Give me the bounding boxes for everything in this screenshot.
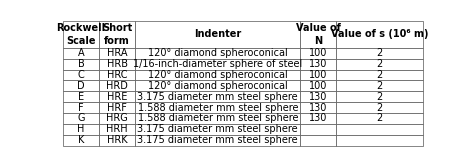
Text: H: H xyxy=(77,124,85,134)
Text: 100: 100 xyxy=(309,48,328,58)
Bar xyxy=(63,21,99,48)
Bar xyxy=(337,21,423,48)
Text: Rockwell
Scale: Rockwell Scale xyxy=(56,23,106,46)
Bar xyxy=(135,135,301,146)
Text: 2: 2 xyxy=(376,103,383,113)
Text: 2: 2 xyxy=(376,48,383,58)
Bar xyxy=(301,80,337,91)
Text: HRD: HRD xyxy=(106,81,128,91)
Text: 1.588 diameter mm steel sphere: 1.588 diameter mm steel sphere xyxy=(137,103,298,113)
Text: 3.175 diameter mm steel sphere: 3.175 diameter mm steel sphere xyxy=(137,124,298,134)
Bar xyxy=(63,135,99,146)
Text: 3.175 diameter mm steel sphere: 3.175 diameter mm steel sphere xyxy=(137,92,298,102)
Text: B: B xyxy=(78,59,84,69)
Bar xyxy=(63,80,99,91)
Bar xyxy=(135,59,301,70)
Text: 2: 2 xyxy=(376,113,383,123)
Bar xyxy=(301,135,337,146)
Bar xyxy=(301,91,337,102)
Bar xyxy=(135,102,301,113)
Text: 100: 100 xyxy=(309,70,328,80)
Text: HRE: HRE xyxy=(107,92,128,102)
Text: HRF: HRF xyxy=(107,103,127,113)
Bar xyxy=(99,59,135,70)
Text: 100: 100 xyxy=(309,81,328,91)
Bar xyxy=(301,124,337,135)
Text: Short
form: Short form xyxy=(102,23,132,46)
Text: Value of
N: Value of N xyxy=(296,23,341,46)
Bar xyxy=(99,113,135,124)
Text: 120° diamond spheroconical: 120° diamond spheroconical xyxy=(148,70,288,80)
Bar xyxy=(63,48,99,59)
Bar xyxy=(301,59,337,70)
Bar xyxy=(99,91,135,102)
Bar xyxy=(301,70,337,80)
Bar xyxy=(99,135,135,146)
Bar xyxy=(301,48,337,59)
Text: HRG: HRG xyxy=(106,113,128,123)
Text: G: G xyxy=(77,113,85,123)
Bar xyxy=(63,124,99,135)
Text: 2: 2 xyxy=(376,59,383,69)
Text: A: A xyxy=(78,48,84,58)
Bar xyxy=(337,48,423,59)
Bar xyxy=(99,124,135,135)
Bar xyxy=(301,102,337,113)
Bar xyxy=(63,70,99,80)
Bar xyxy=(63,59,99,70)
Bar xyxy=(99,21,135,48)
Text: 2: 2 xyxy=(376,92,383,102)
Text: 2: 2 xyxy=(376,81,383,91)
Bar xyxy=(135,113,301,124)
Text: 130: 130 xyxy=(309,103,328,113)
Bar xyxy=(63,102,99,113)
Bar xyxy=(135,70,301,80)
Text: 130: 130 xyxy=(309,113,328,123)
Bar xyxy=(337,70,423,80)
Text: HRC: HRC xyxy=(107,70,128,80)
Bar xyxy=(135,124,301,135)
Text: HRA: HRA xyxy=(107,48,128,58)
Bar xyxy=(337,91,423,102)
Bar xyxy=(301,113,337,124)
Bar xyxy=(63,113,99,124)
Bar xyxy=(135,80,301,91)
Bar xyxy=(337,80,423,91)
Text: E: E xyxy=(78,92,84,102)
Text: F: F xyxy=(78,103,84,113)
Bar xyxy=(337,102,423,113)
Text: 120° diamond spheroconical: 120° diamond spheroconical xyxy=(148,81,288,91)
Text: 120° diamond spheroconical: 120° diamond spheroconical xyxy=(148,48,288,58)
Text: HRK: HRK xyxy=(107,135,128,145)
Text: Value of s (10⁶ m): Value of s (10⁶ m) xyxy=(331,30,428,39)
Text: HRB: HRB xyxy=(107,59,128,69)
Text: 1/16-inch-diameter sphere of steel: 1/16-inch-diameter sphere of steel xyxy=(133,59,302,69)
Text: HRH: HRH xyxy=(106,124,128,134)
Bar xyxy=(63,91,99,102)
Text: K: K xyxy=(78,135,84,145)
Text: 130: 130 xyxy=(309,92,328,102)
Text: C: C xyxy=(78,70,84,80)
Bar xyxy=(99,80,135,91)
Bar xyxy=(337,135,423,146)
Text: 130: 130 xyxy=(309,59,328,69)
Bar xyxy=(99,102,135,113)
Bar xyxy=(337,124,423,135)
Text: 2: 2 xyxy=(376,70,383,80)
Bar xyxy=(135,48,301,59)
Text: 3.175 diameter mm steel sphere: 3.175 diameter mm steel sphere xyxy=(137,135,298,145)
Bar xyxy=(99,48,135,59)
Text: D: D xyxy=(77,81,85,91)
Text: 1.588 diameter mm steel sphere: 1.588 diameter mm steel sphere xyxy=(137,113,298,123)
Bar xyxy=(301,21,337,48)
Bar xyxy=(337,59,423,70)
Bar xyxy=(135,91,301,102)
Text: Indenter: Indenter xyxy=(194,30,241,39)
Bar xyxy=(135,21,301,48)
Bar xyxy=(337,113,423,124)
Bar xyxy=(99,70,135,80)
